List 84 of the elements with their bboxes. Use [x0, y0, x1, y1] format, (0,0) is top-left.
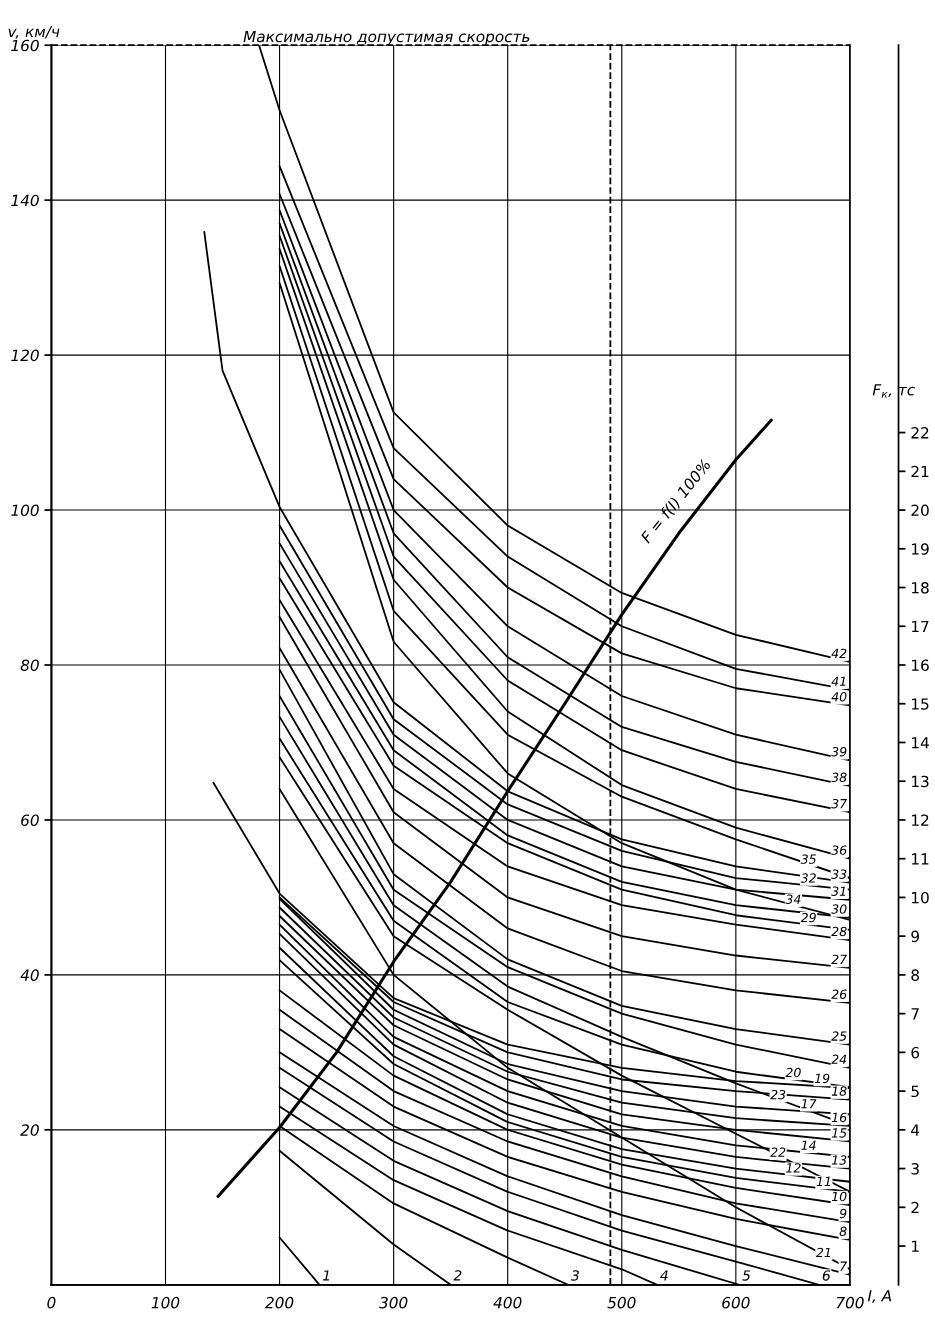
series-label: 1: [322, 1270, 329, 1281]
y-tick-label: 40: [20, 969, 39, 981]
y2-tick-label: 14: [912, 737, 929, 749]
y-tick-label: 20: [20, 1124, 39, 1136]
y-tick-label: 80: [20, 659, 39, 672]
y-tick-label: 100: [11, 504, 39, 517]
y2-tick-label: 6: [911, 1046, 920, 1059]
y-tick-label: 140: [11, 194, 39, 207]
x-tick-label: 600: [722, 1296, 750, 1309]
x-tick-label: 100: [151, 1296, 180, 1309]
x-tick-label: 400: [493, 1296, 522, 1309]
ref-line-label: Максимально допустимая скорость: [243, 30, 530, 46]
series-label: 38: [831, 772, 847, 783]
y2-tick-label: 21: [911, 465, 929, 478]
series-label: 36: [831, 845, 847, 855]
series-label: 42: [831, 648, 847, 658]
y2-axis-title: F$_{к}$, тс: [872, 384, 915, 398]
series-label: 26: [831, 989, 847, 999]
series-label: 31: [831, 886, 846, 896]
series-label: 7: [840, 1261, 848, 1271]
series-label: 2: [453, 1270, 462, 1281]
series-label: 5: [742, 1270, 751, 1281]
y2-tick-label: 12: [912, 814, 929, 826]
series-label: 13: [831, 1155, 847, 1165]
y2-tick-label: 10: [912, 891, 929, 904]
series-label: 30: [831, 904, 847, 914]
series-label: 21: [816, 1247, 830, 1258]
series-label: 35: [800, 854, 816, 864]
series-label: 16: [831, 1112, 847, 1123]
series-label: 28: [831, 926, 847, 937]
y2-tick-label: 22: [911, 427, 929, 439]
series-label: 23: [770, 1089, 786, 1100]
series-label: 41: [831, 676, 846, 686]
series-label: 20: [785, 1067, 801, 1078]
series-label: 18: [831, 1086, 847, 1096]
series-label: 24: [831, 1054, 847, 1064]
series-label: 9: [839, 1208, 847, 1219]
series-label: 39: [831, 747, 847, 757]
y2-tick-label: 9: [911, 930, 919, 943]
y-tick-label: 120: [11, 349, 39, 362]
y2-tick-label: 15: [912, 698, 929, 710]
y-tick-label: 160: [11, 39, 39, 52]
series-label: 8: [839, 1226, 847, 1237]
x-tick-label: 300: [379, 1296, 408, 1309]
y2-tick-label: 18: [912, 581, 929, 594]
x-tick-label: 500: [607, 1296, 636, 1309]
series-label: 17: [801, 1099, 817, 1109]
series-label: 29: [800, 912, 816, 923]
y2-tick-label: 19: [912, 543, 929, 555]
series-label: 11: [816, 1176, 830, 1186]
x-tick-label: 200: [265, 1296, 294, 1309]
x-axis-title: I, A: [867, 1290, 892, 1304]
y2-tick-label: 7: [911, 1008, 919, 1020]
series-label: 10: [831, 1191, 847, 1202]
series-label: 32: [800, 873, 816, 883]
y-axis-title: v, км/ч: [8, 25, 60, 39]
y2-tick-label: 1: [912, 1240, 919, 1252]
series-label: 33: [831, 869, 847, 879]
series-label: 34: [785, 894, 801, 904]
series-label: 3: [570, 1270, 579, 1281]
series-label: 19: [814, 1073, 830, 1084]
y2-tick-label: 16: [912, 659, 929, 672]
series-label: 14: [801, 1140, 816, 1150]
y2-tick-label: 17: [912, 620, 929, 633]
y2-tick-label: 5: [911, 1085, 919, 1098]
series-label: 15: [831, 1128, 847, 1138]
series-label: 37: [831, 798, 848, 809]
y2-tick-label: 8: [911, 969, 920, 981]
series-label: 27: [831, 954, 848, 964]
y2-tick-label: 4: [911, 1124, 920, 1136]
series-label: 40: [831, 692, 847, 702]
y2-tick-label: 2: [911, 1201, 919, 1214]
series-label: 4: [660, 1270, 668, 1281]
y2-tick-label: 11: [912, 853, 929, 865]
x-tick-label: 0: [47, 1296, 56, 1309]
series-label: 22: [770, 1147, 786, 1157]
y2-tick-label: 3: [911, 1163, 919, 1175]
y2-tick-label: 13: [912, 775, 929, 788]
y2-tick-label: 20: [911, 504, 929, 517]
series-label: 25: [831, 1031, 847, 1041]
x-tick-label: 700: [836, 1296, 864, 1309]
series-label: 6: [822, 1270, 831, 1281]
y-tick-label: 60: [21, 814, 39, 826]
series-label: 12: [786, 1163, 801, 1173]
